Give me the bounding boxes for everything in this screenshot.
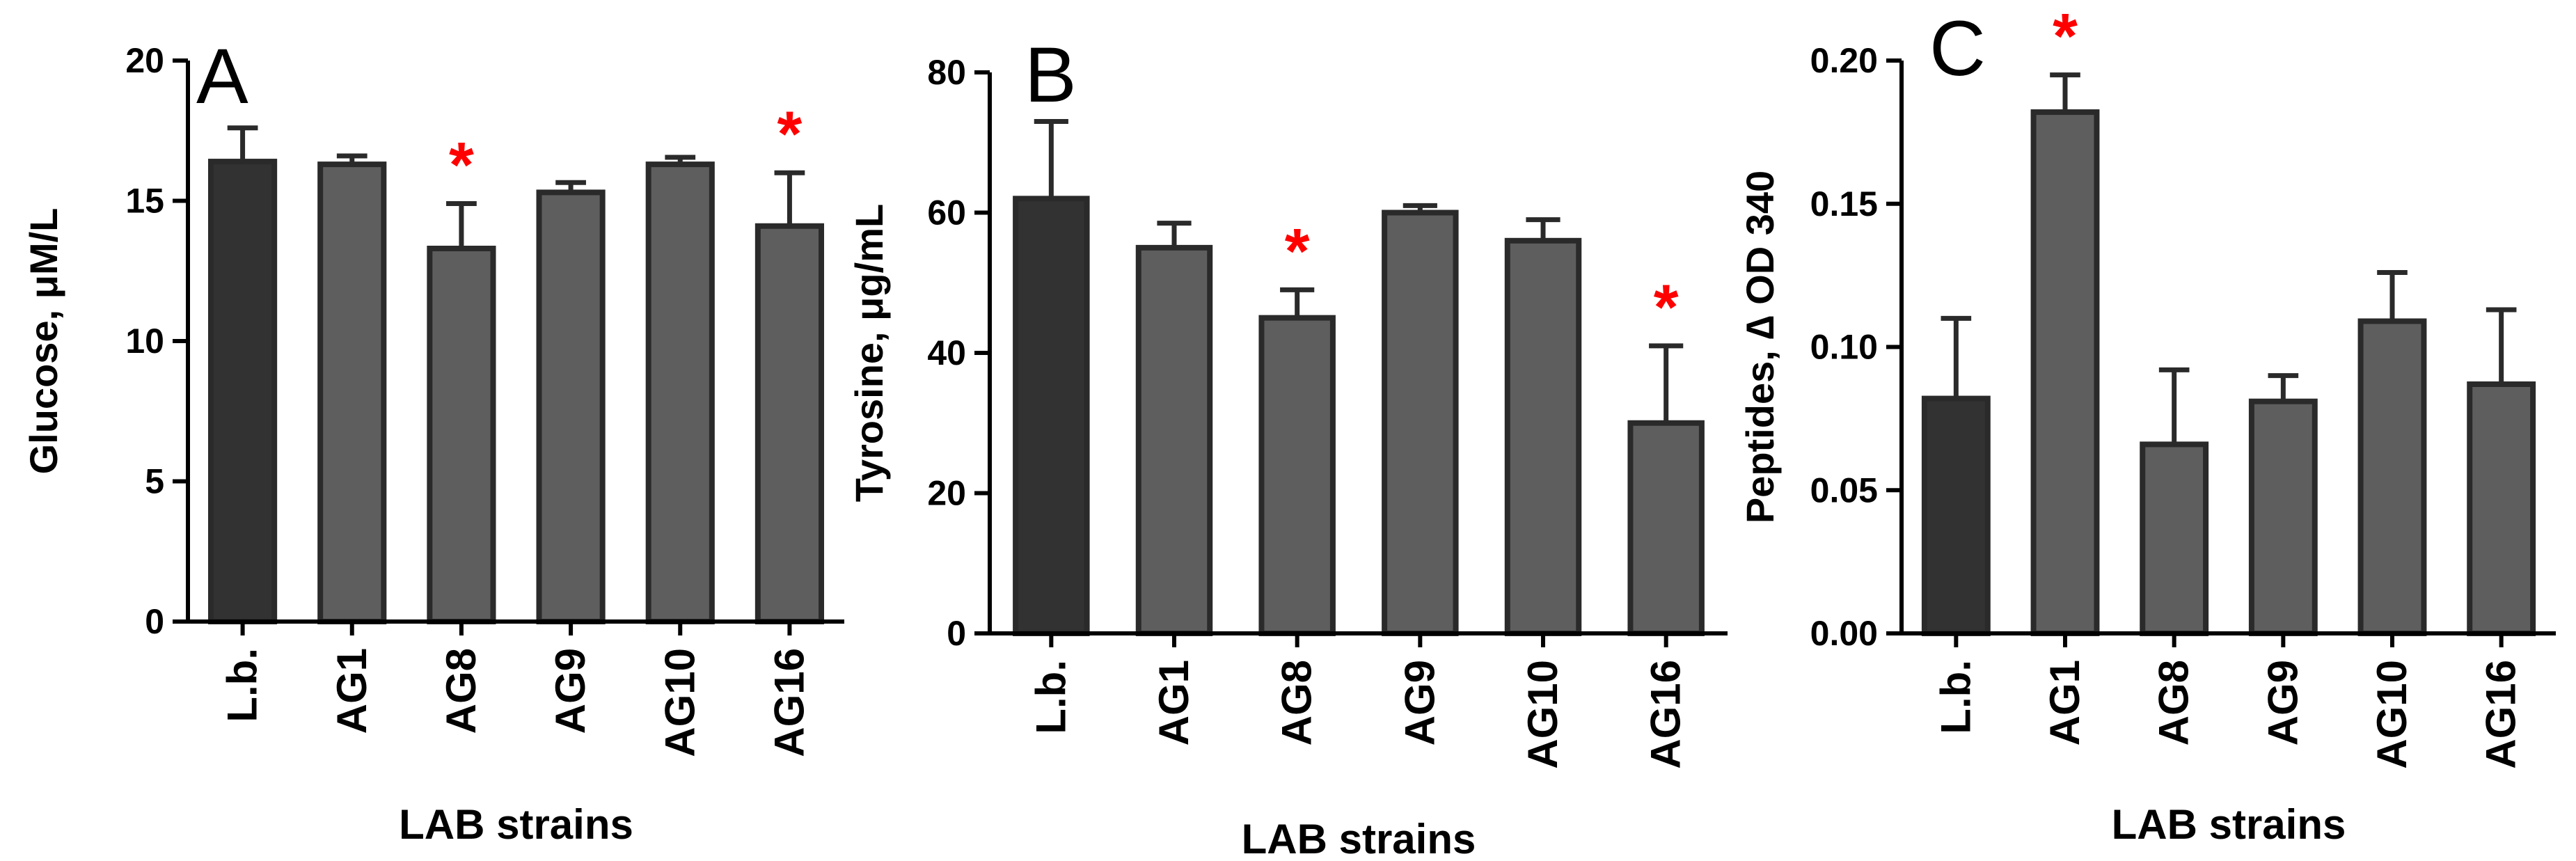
- y-tick-label: 5: [145, 462, 164, 501]
- y-tick-label: 0: [947, 614, 966, 653]
- x-tick-label: AG9: [1396, 660, 1443, 745]
- y-axis-title: Glucose, μM/L: [22, 208, 65, 475]
- x-tick-label: AG16: [2478, 660, 2524, 769]
- y-tick-label: 0.20: [1810, 41, 1878, 80]
- bar-ag8: [1258, 315, 1336, 636]
- bar-ag16: [754, 223, 824, 624]
- bar-ag1: [2030, 109, 2100, 636]
- bar-lb: [1013, 196, 1090, 637]
- panel-c: L.b. * AG1 AG8 AG9 AG10 AG16 0.00 0.05 0.10 0.15 0.…: [1738, 1, 2556, 848]
- y-tick-label: 0.15: [1810, 184, 1878, 223]
- x-axis-title: LAB strains: [2112, 801, 2346, 848]
- y-tick-label: 15: [125, 182, 164, 221]
- x-axis-title: LAB strains: [1242, 816, 1476, 861]
- panel-letter: C: [1929, 5, 1986, 92]
- x-tick-label: AG1: [329, 648, 375, 734]
- x-tick-label: AG8: [2151, 660, 2197, 745]
- x-tick-label: AG1: [1151, 660, 1197, 745]
- significance-star: *: [2053, 1, 2078, 72]
- bar-lb: [1921, 395, 1991, 636]
- bar-ag9: [2248, 398, 2318, 636]
- x-tick-label: AG10: [656, 648, 703, 757]
- bar-ag10: [1504, 237, 1582, 636]
- bar-ag16: [2467, 381, 2536, 636]
- panel-b: L.b. AG1 * AG8 AG9 AG10 * AG16 0 20 40 60 80 Tyrosine…: [847, 31, 1728, 861]
- x-tick-label: L.b.: [1027, 660, 1074, 734]
- y-tick-label: 20: [125, 41, 164, 80]
- bar-ag10: [2357, 318, 2427, 636]
- y-tick-label: 80: [927, 53, 966, 92]
- panel-letter: A: [196, 33, 248, 120]
- x-tick-label: AG9: [2259, 660, 2306, 745]
- x-tick-label: L.b.: [219, 648, 266, 722]
- significance-star: *: [1285, 216, 1310, 287]
- x-tick-label: AG1: [2041, 660, 2088, 745]
- significance-star: *: [777, 99, 803, 170]
- significance-star: *: [1654, 272, 1679, 343]
- x-axis-title: LAB strains: [399, 801, 633, 848]
- bar-lb: [208, 159, 278, 624]
- x-tick-label: L.b.: [1932, 660, 1979, 734]
- bar-ag16: [1627, 420, 1705, 636]
- y-tick-label: 60: [927, 193, 966, 232]
- bar-ag10: [645, 161, 715, 625]
- x-tick-label: AG10: [1519, 660, 1566, 769]
- x-tick-label: AG16: [766, 648, 812, 757]
- x-tick-label: AG16: [1643, 660, 1689, 769]
- y-axis-title: Peptides, ∆ OD 340: [1738, 171, 1782, 523]
- bar-ag8: [2140, 441, 2209, 636]
- y-tick-label: 20: [927, 474, 966, 513]
- x-tick-label: AG8: [438, 648, 484, 734]
- bar-ag1: [1135, 244, 1213, 636]
- y-tick-label: 10: [125, 322, 164, 361]
- y-tick-label: 0: [145, 602, 164, 641]
- y-tick-label: 40: [927, 333, 966, 372]
- y-tick-label: 0.00: [1810, 614, 1878, 653]
- y-tick-label: 0.05: [1810, 471, 1878, 510]
- bar-ag8: [427, 246, 496, 624]
- bar-ag9: [536, 189, 606, 625]
- significance-star: *: [449, 130, 474, 201]
- y-tick-label: 0.10: [1810, 328, 1878, 367]
- panel-a: L.b. AG1 * AG8 AG9 AG10 * AG16 0 5 10 15 20 Glucose, …: [22, 33, 844, 848]
- x-tick-label: AG8: [1274, 660, 1320, 745]
- bar-ag1: [317, 161, 387, 625]
- panel-letter: B: [1025, 31, 1077, 118]
- y-axis-title: Tyrosine, μg/mL: [847, 204, 891, 502]
- x-tick-label: AG9: [547, 648, 594, 734]
- bar-ag9: [1382, 210, 1459, 636]
- x-tick-label: AG10: [2369, 660, 2415, 769]
